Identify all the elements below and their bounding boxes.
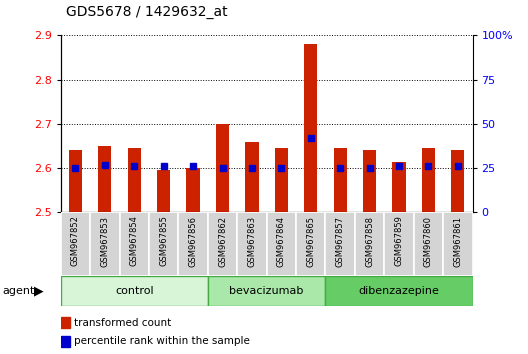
Text: GSM967861: GSM967861 bbox=[454, 216, 463, 267]
Bar bbox=[69, 150, 82, 212]
Bar bbox=[267, 212, 296, 276]
Bar bbox=[128, 148, 141, 212]
Bar bbox=[237, 212, 267, 276]
Bar bbox=[363, 150, 376, 212]
Bar bbox=[157, 170, 171, 212]
Text: GSM967865: GSM967865 bbox=[306, 216, 315, 267]
Bar bbox=[90, 212, 119, 276]
Text: GSM967859: GSM967859 bbox=[394, 216, 403, 267]
Text: GSM967853: GSM967853 bbox=[100, 216, 109, 267]
Bar bbox=[61, 317, 70, 328]
Text: GSM967855: GSM967855 bbox=[159, 216, 168, 267]
Text: percentile rank within the sample: percentile rank within the sample bbox=[74, 336, 250, 346]
Text: dibenzazepine: dibenzazepine bbox=[359, 286, 439, 296]
Bar bbox=[304, 44, 317, 212]
Bar bbox=[443, 212, 473, 276]
Bar bbox=[61, 212, 90, 276]
Text: agent: agent bbox=[3, 286, 35, 296]
Text: transformed count: transformed count bbox=[74, 318, 171, 327]
Bar bbox=[414, 212, 443, 276]
Bar bbox=[98, 146, 111, 212]
Bar bbox=[384, 212, 414, 276]
Text: GSM967856: GSM967856 bbox=[188, 216, 197, 267]
Bar bbox=[186, 168, 200, 212]
Text: GSM967857: GSM967857 bbox=[336, 216, 345, 267]
Bar bbox=[334, 148, 347, 212]
Bar bbox=[208, 276, 325, 306]
Bar bbox=[119, 212, 149, 276]
Text: control: control bbox=[115, 286, 154, 296]
Text: GSM967860: GSM967860 bbox=[424, 216, 433, 267]
Text: GSM967863: GSM967863 bbox=[248, 216, 257, 267]
Text: GDS5678 / 1429632_at: GDS5678 / 1429632_at bbox=[66, 5, 228, 19]
Bar bbox=[216, 124, 229, 212]
Bar bbox=[178, 212, 208, 276]
Bar bbox=[246, 142, 259, 212]
Bar bbox=[355, 212, 384, 276]
Bar bbox=[61, 336, 70, 347]
Text: bevacizumab: bevacizumab bbox=[230, 286, 304, 296]
Bar bbox=[451, 150, 465, 212]
Bar bbox=[392, 161, 406, 212]
Bar bbox=[149, 212, 178, 276]
Bar bbox=[208, 212, 237, 276]
Bar bbox=[275, 148, 288, 212]
Text: GSM967858: GSM967858 bbox=[365, 216, 374, 267]
Bar bbox=[422, 148, 435, 212]
Text: GSM967852: GSM967852 bbox=[71, 216, 80, 267]
Bar bbox=[296, 212, 325, 276]
Text: GSM967862: GSM967862 bbox=[218, 216, 227, 267]
Bar bbox=[325, 276, 473, 306]
Bar bbox=[61, 276, 208, 306]
Bar bbox=[325, 212, 355, 276]
Text: GSM967864: GSM967864 bbox=[277, 216, 286, 267]
Text: ▶: ▶ bbox=[34, 285, 44, 298]
Text: GSM967854: GSM967854 bbox=[130, 216, 139, 267]
